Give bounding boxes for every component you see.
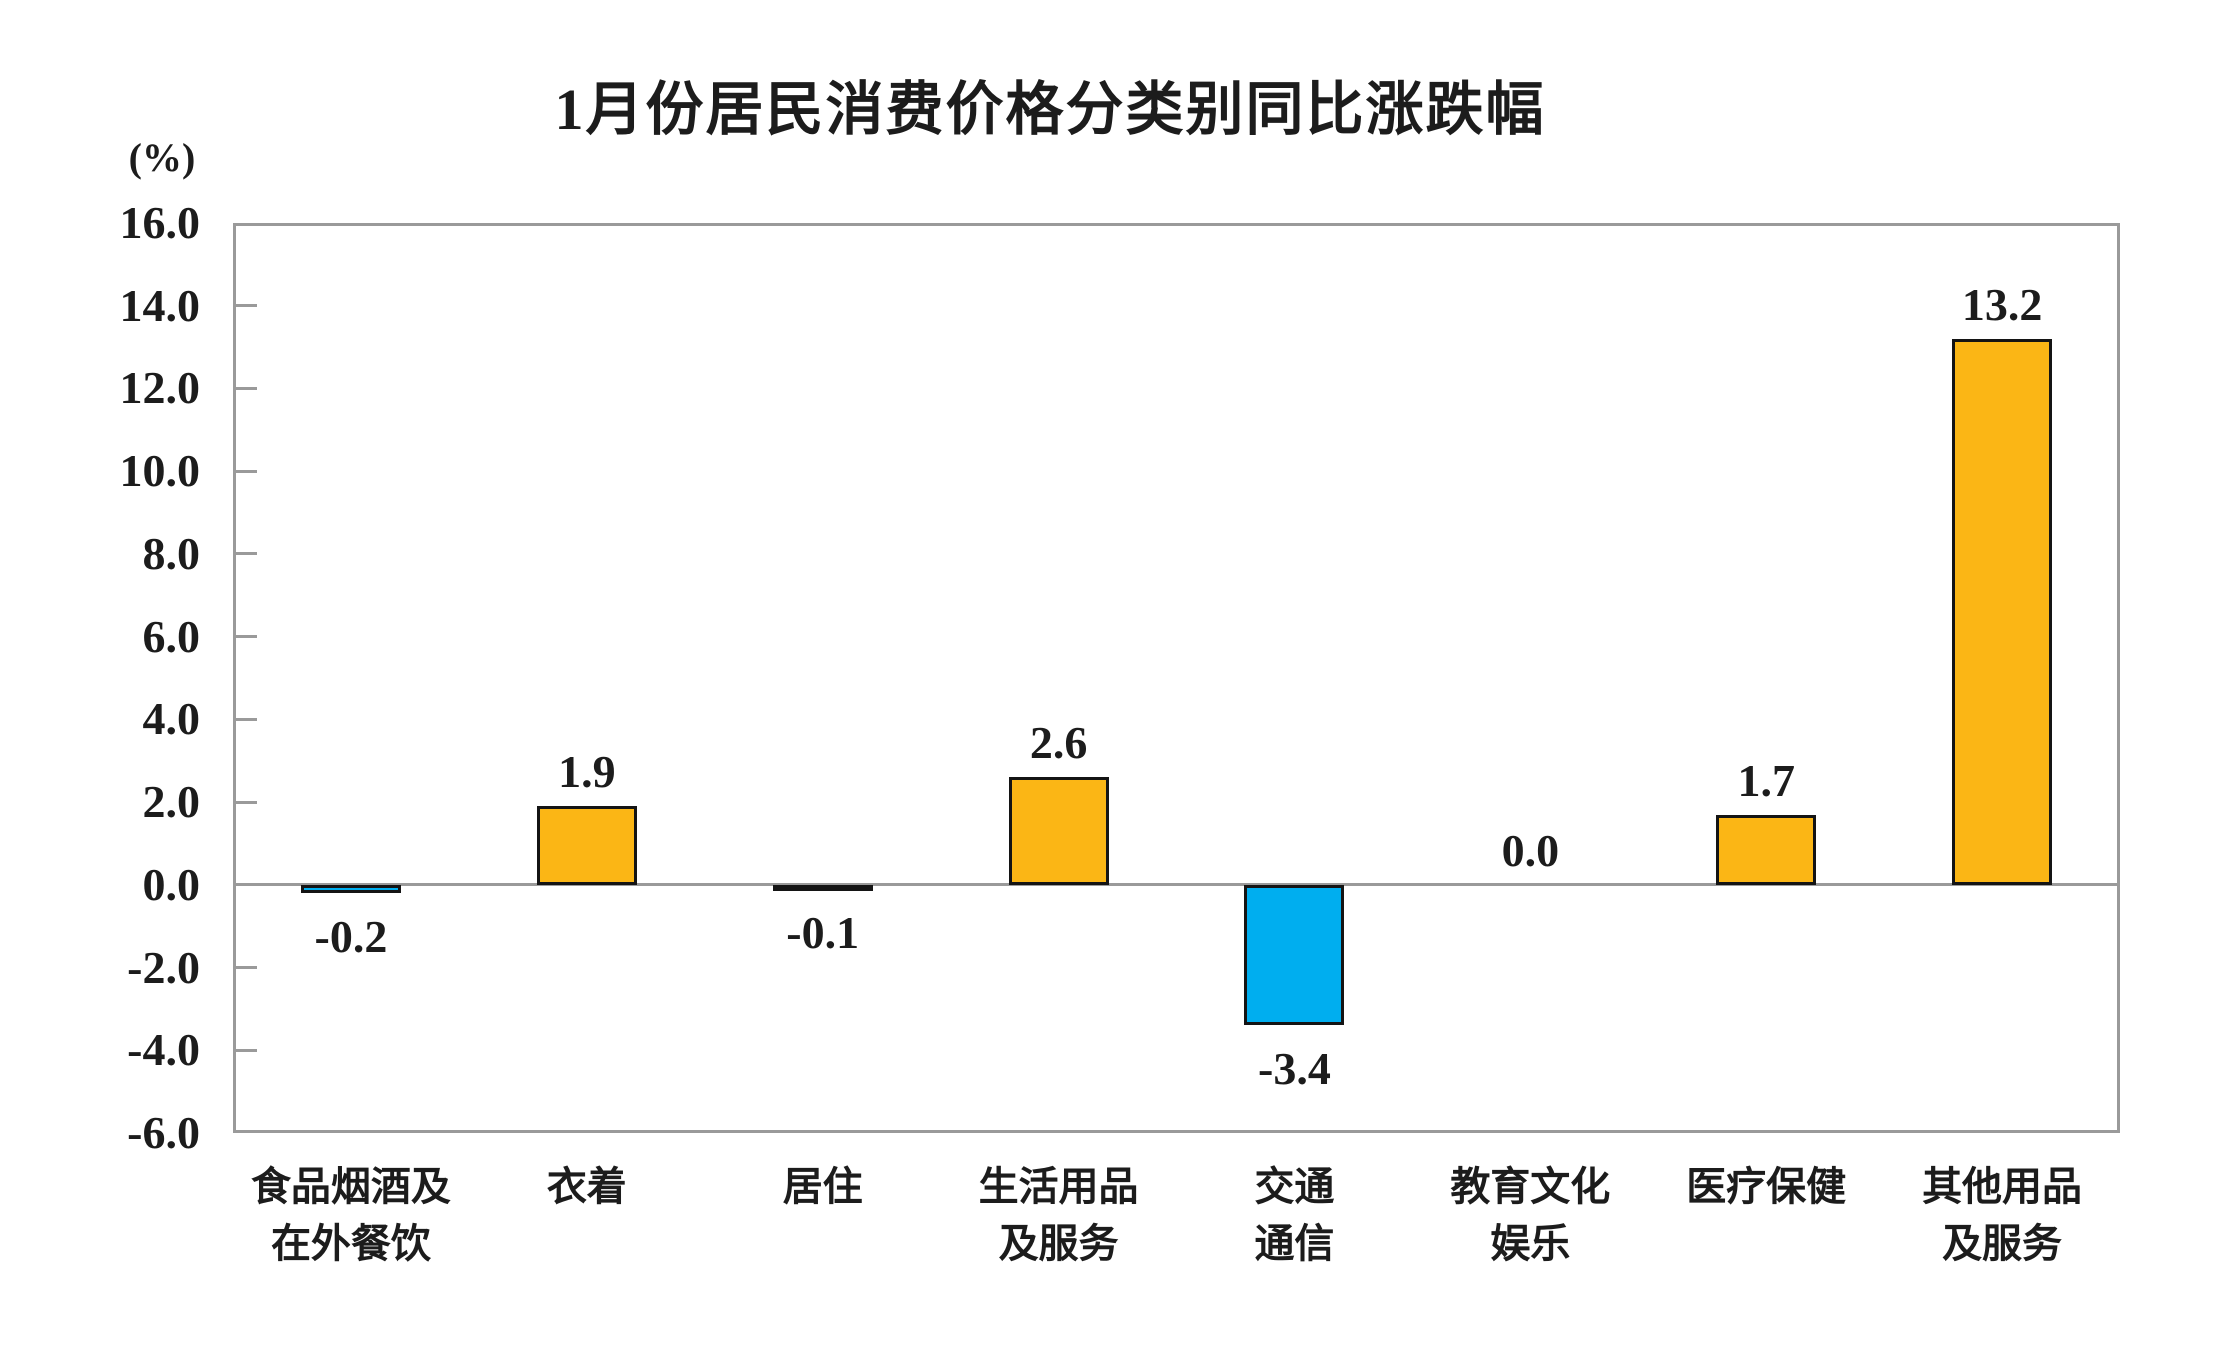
category-label: 医疗保健	[1686, 1164, 1847, 1209]
y-tick-label: 8.0	[142, 527, 201, 579]
y-tick-label: 14.0	[119, 279, 201, 331]
value-label: -3.4	[1258, 1043, 1331, 1095]
y-tick-mark	[233, 386, 257, 390]
category-label: 衣着	[546, 1164, 627, 1209]
y-tick-mark	[233, 469, 257, 473]
y-tick-mark	[233, 717, 257, 721]
category-label: 生活用品 及服务	[978, 1164, 1139, 1266]
y-tick-label: 10.0	[119, 445, 201, 497]
y-tick-label: -4.0	[127, 1024, 200, 1076]
category-label: 食品烟酒及 在外餐饮	[250, 1164, 451, 1266]
zero-line	[233, 883, 2120, 887]
y-tick-mark	[233, 635, 257, 639]
value-label: -0.1	[786, 906, 860, 958]
category-label: 交通 通信	[1254, 1164, 1335, 1266]
category-label: 教育文化 娱乐	[1450, 1164, 1611, 1266]
plot-area	[233, 223, 2120, 1133]
category-label: 其他用品 及服务	[1922, 1164, 2083, 1266]
bar-3	[772, 884, 873, 891]
value-label: 1.9	[558, 746, 616, 798]
value-label: -0.2	[314, 911, 388, 963]
bar-1	[300, 884, 401, 894]
y-tick-mark	[233, 552, 257, 556]
y-axis-unit-label: (%)	[128, 135, 196, 180]
y-tick-label: -6.0	[127, 1107, 200, 1158]
y-tick-label: 4.0	[142, 693, 201, 745]
y-tick-label: 16.0	[119, 197, 201, 248]
value-label: 2.6	[1029, 717, 1088, 769]
category-label: 居住	[782, 1164, 863, 1209]
value-label: 0.0	[1501, 824, 1560, 876]
bar-7	[1716, 814, 1817, 885]
value-label: 13.2	[1961, 278, 2043, 330]
y-tick-mark	[233, 1048, 257, 1052]
y-tick-label: -2.0	[127, 941, 200, 993]
y-tick-mark	[233, 800, 257, 804]
y-tick-mark	[233, 966, 257, 970]
y-tick-label: 2.0	[142, 776, 201, 828]
value-label: 1.7	[1737, 754, 1795, 806]
bar-5	[1244, 884, 1345, 1026]
y-tick-label: 12.0	[119, 362, 201, 414]
y-tick-label: 0.0	[142, 858, 201, 910]
bar-2	[536, 806, 637, 885]
bar-4	[1008, 777, 1109, 885]
y-tick-label: 6.0	[142, 610, 201, 662]
y-tick-mark	[233, 304, 257, 308]
bar-8	[1952, 338, 2053, 885]
chart-title: 1月份居民消费价格分类别同比涨跌幅	[554, 77, 1546, 142]
